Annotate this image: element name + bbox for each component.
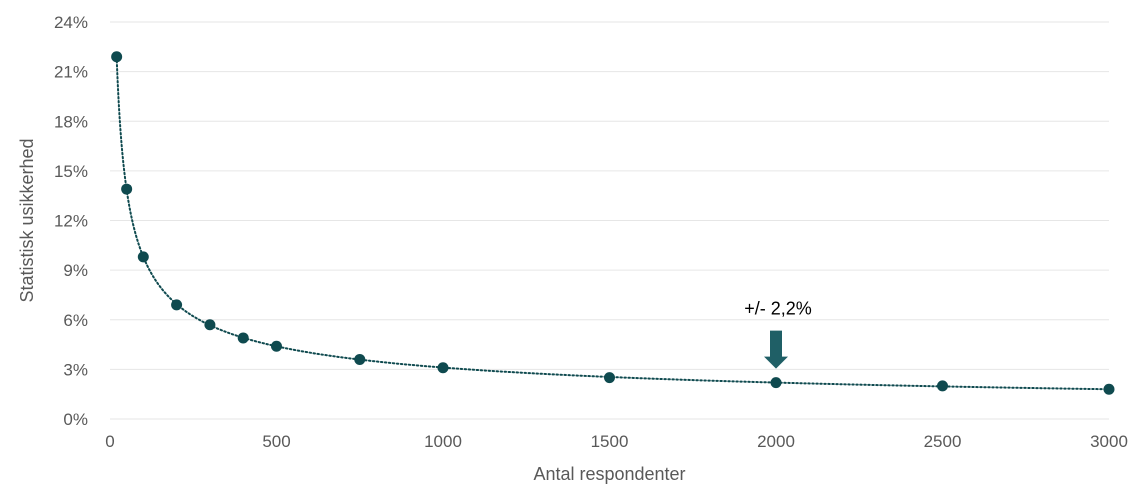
x-axis-title: Antal respondenter [533,464,685,484]
data-point [770,377,782,389]
x-tick-label: 2500 [924,432,962,451]
y-tick-label: 18% [54,112,88,131]
y-tick-label: 3% [63,360,88,379]
x-axis-ticks: 0 500 1000 1500 2000 2500 3000 [105,432,1128,451]
data-point [604,372,615,384]
y-tick-label: 21% [54,63,88,82]
x-tick-label: 500 [262,432,290,451]
data-point [271,340,282,352]
data-point [137,251,149,263]
y-tick-label: 0% [63,410,88,429]
trendline [115,56,1110,391]
data-points [111,51,1115,395]
annotation-label: +/- 2,2% [744,299,812,319]
x-tick-label: 0 [105,432,114,451]
x-tick-label: 2000 [757,432,795,451]
x-tick-label: 3000 [1090,432,1128,451]
y-tick-label: 9% [63,261,88,280]
data-point [937,380,948,392]
y-tick-label: 15% [54,162,88,181]
y-axis-ticks: 0% 3% 6% 9% 12% 15% 18% 21% 24% [54,13,88,429]
data-point [204,319,216,331]
y-tick-label: 24% [54,13,88,32]
data-point [1103,383,1115,395]
data-point [121,183,133,195]
data-point [237,332,249,344]
y-axis-title: Statistisk usikkerhed [17,138,37,302]
x-tick-label: 1000 [424,432,462,451]
data-point [111,51,123,63]
y-tick-label: 6% [63,311,88,330]
data-point [437,362,449,374]
y-tick-label: 12% [54,212,88,231]
data-point [354,353,366,365]
annotation: +/- 2,2% [744,299,812,369]
data-point [171,299,183,311]
gridlines [110,21,1109,420]
annotation-arrow-icon [764,330,788,369]
x-tick-label: 1500 [591,432,629,451]
